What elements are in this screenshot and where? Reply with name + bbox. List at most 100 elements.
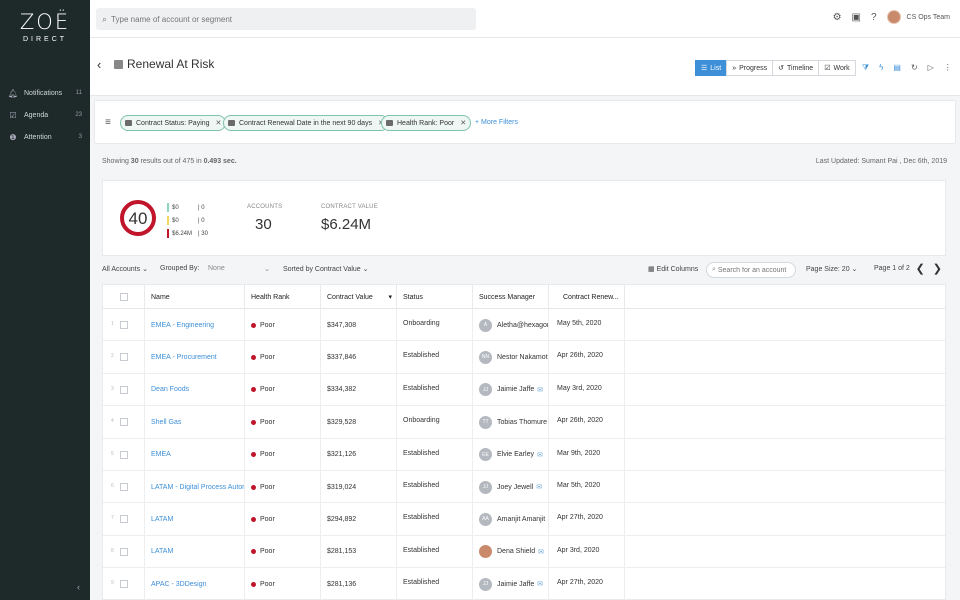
- table-row[interactable]: 4 Shell Gas Poor $329,528 Onboarding TT Tobias…: [103, 406, 945, 439]
- contract-value-cell: $347,308: [321, 309, 397, 341]
- close-icon[interactable]: ✕: [215, 120, 222, 127]
- filter-chip[interactable]: Health Rank: Poor ✕: [381, 115, 472, 131]
- account-name-link[interactable]: LATAM: [151, 548, 174, 556]
- global-search[interactable]: ⌕: [96, 8, 476, 30]
- grouped-by-dropdown[interactable]: None ⌄: [208, 265, 270, 273]
- mail-icon[interactable]: ✉: [538, 548, 545, 556]
- save-icon[interactable]: ▤: [893, 63, 901, 72]
- mail-icon[interactable]: ✉: [537, 581, 544, 589]
- table-row[interactable]: 8 LATAM Poor $281,153 Established Dena Shield…: [103, 535, 945, 569]
- chevron-right-icon[interactable]: ❯: [932, 263, 942, 275]
- mail-icon[interactable]: ✉: [536, 484, 543, 491]
- table-row[interactable]: 7 LATAM Poor $294,892 Established AA Amanjit A…: [103, 503, 945, 536]
- account-search-input[interactable]: [717, 266, 788, 274]
- column-header-status[interactable]: Status: [397, 285, 473, 309]
- view-progress-button[interactable]: » Progress: [726, 60, 774, 76]
- row-checkbox[interactable]: [119, 547, 128, 556]
- team-label[interactable]: CS Ops Team: [906, 13, 950, 21]
- account-name-link[interactable]: EMEA - Engineering: [151, 321, 215, 329]
- edit-columns-button[interactable]: ▦ Edit Columns: [648, 265, 698, 273]
- list-controls: All Accounts ⌄ Grouped By: None ⌄ Sorted …: [102, 262, 946, 278]
- logo[interactable]: ZOË DIRECT: [0, 0, 90, 43]
- logo-subtext: DIRECT: [22, 36, 68, 43]
- column-header-name[interactable]: Name: [145, 285, 245, 309]
- all-accounts-dropdown[interactable]: All Accounts ⌄: [102, 265, 148, 273]
- column-header-label: Contract Value: [327, 293, 373, 301]
- columns-icon: ▦: [648, 266, 655, 273]
- account-name-link[interactable]: EMEA: [151, 451, 171, 459]
- sidebar-item-agenda[interactable]: ☑ Agenda 23: [0, 104, 90, 126]
- contract-value-cell: $329,528: [321, 406, 397, 439]
- more-icon[interactable]: ⋮: [943, 63, 952, 72]
- status-cell: Established: [397, 503, 473, 536]
- gift-icon[interactable]: ▣: [851, 11, 861, 23]
- sidebar-item-attention[interactable]: ❶ Attention 3: [0, 126, 90, 148]
- help-icon[interactable]: ?: [870, 11, 877, 23]
- view-work-button[interactable]: ☑ Work: [818, 60, 856, 76]
- account-name-link[interactable]: Shell Gas: [151, 418, 182, 426]
- contract-value-value: $6.24M: [321, 216, 372, 233]
- table-row[interactable]: 2 EMEA - Procurement Poor $337,846 Establish…: [103, 341, 945, 374]
- legend-value: $0: [172, 204, 179, 211]
- back-icon[interactable]: ‹: [97, 57, 102, 72]
- manager-avatar: AA: [479, 512, 492, 526]
- legend-value: $6.24M: [172, 230, 193, 237]
- table-row[interactable]: 3 Dean Foods Poor $334,382 Established JJ Jaim…: [103, 373, 945, 407]
- health-cell: Poor: [245, 568, 321, 599]
- view-list-button[interactable]: ☰ List: [695, 60, 728, 76]
- filter-icon[interactable]: ⧩: [862, 63, 870, 72]
- close-icon[interactable]: ✕: [460, 120, 467, 127]
- table-row[interactable]: 9 APAC - 3DDesign Poor $281,136 Established J…: [103, 568, 945, 599]
- manager-cell: TT Tobias Thomure: [473, 406, 549, 439]
- mail-icon[interactable]: ✉: [536, 451, 543, 459]
- column-header-contract-value[interactable]: Contract Value ▾: [321, 285, 397, 309]
- bolt-icon[interactable]: ϟ: [879, 63, 884, 72]
- renewal-date-cell: Mar 5th, 2020: [549, 471, 625, 503]
- sort-dropdown[interactable]: Sorted by Contract Value ⌄: [283, 265, 369, 273]
- table-row[interactable]: 1 EMEA - Engineering Poor $347,308 Onboardin…: [103, 309, 945, 342]
- row-checkbox[interactable]: [119, 580, 128, 589]
- chevron-down-icon: ⌄: [362, 266, 369, 273]
- sidebar: ZOË DIRECT 🔔︎ Notifications 11 ☑ Agenda …: [0, 0, 90, 600]
- row-checkbox[interactable]: [119, 321, 128, 329]
- account-name-link[interactable]: EMEA - Procurement: [151, 353, 217, 361]
- search-icon: ⌕: [102, 13, 108, 24]
- play-icon[interactable]: ▷: [927, 63, 934, 72]
- mail-icon[interactable]: ✉: [537, 386, 544, 394]
- row-checkbox[interactable]: [119, 515, 128, 524]
- global-search-input[interactable]: [111, 14, 452, 24]
- page-size-dropdown[interactable]: Page Size: 20 ⌄: [806, 265, 857, 273]
- row-checkbox[interactable]: [119, 385, 128, 394]
- filter-chip[interactable]: Contract Renewal Date in the next 90 day…: [223, 115, 389, 131]
- row-checkbox[interactable]: [119, 418, 128, 427]
- chevron-left-icon[interactable]: ❮: [915, 263, 925, 275]
- account-search[interactable]: ⌕: [706, 262, 796, 278]
- account-name-link[interactable]: Dean Foods: [151, 386, 190, 394]
- refresh-icon[interactable]: ↻: [910, 63, 918, 72]
- column-header-contract-renewal[interactable]: Contract Renew...: [549, 285, 625, 309]
- row-checkbox[interactable]: [119, 450, 128, 459]
- row-number: 7: [111, 515, 114, 522]
- sidebar-nav: 🔔︎ Notifications 11 ☑ Agenda 23 ❶ Attent…: [0, 82, 90, 148]
- filter-chip[interactable]: Contract Status: Paying ✕: [120, 115, 227, 131]
- account-name-link[interactable]: APAC - 3DDesign: [151, 580, 207, 588]
- view-timeline-button[interactable]: ↺ Timeline: [772, 60, 820, 76]
- column-header-health-rank[interactable]: Health Rank: [245, 285, 321, 309]
- collapse-sidebar-button[interactable]: ‹: [77, 582, 80, 592]
- select-all-checkbox[interactable]: [119, 293, 128, 301]
- account-name-link[interactable]: LATAM: [151, 515, 174, 523]
- row-checkbox[interactable]: [119, 353, 128, 362]
- select-cell: 3: [103, 373, 145, 406]
- more-filters-link[interactable]: + More Filters: [475, 119, 518, 126]
- account-name-link[interactable]: LATAM - Digital Process Automation: [151, 483, 244, 491]
- table-row[interactable]: 6 LATAM - Digital Process Automation Poor $…: [103, 471, 945, 504]
- table-row[interactable]: 5 EMEA Poor $321,126 Established EE Elvie Earl…: [103, 438, 945, 471]
- gear-icon[interactable]: ⚙: [832, 11, 842, 23]
- filter-menu-icon[interactable]: ≡: [105, 117, 111, 128]
- avatar[interactable]: [886, 10, 901, 24]
- accounts-table: Name Health Rank Contract Value ▾ Status …: [102, 284, 946, 600]
- sidebar-item-notifications[interactable]: 🔔︎ Notifications 11: [0, 82, 90, 104]
- column-header-success-manager[interactable]: Success Manager: [473, 285, 549, 309]
- name-cell: Dean Foods: [145, 373, 245, 406]
- row-checkbox[interactable]: [119, 483, 128, 491]
